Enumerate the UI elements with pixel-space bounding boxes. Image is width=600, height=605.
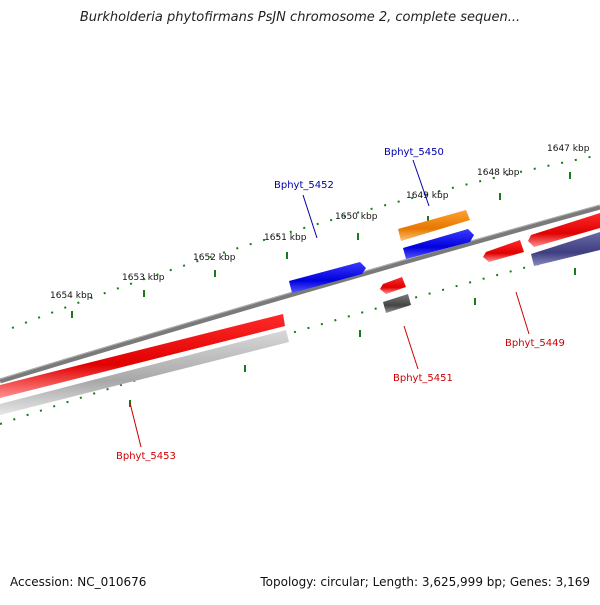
gene-feature-purple[interactable] [531,232,600,266]
callout-line [412,159,430,207]
callout-line [515,291,530,335]
gene-feature-red[interactable] [483,240,524,262]
gene-feature-dark-gray[interactable] [383,294,411,313]
gene-label[interactable]: Bphyt_5453 [116,451,176,462]
gene-label[interactable]: Bphyt_5449 [505,338,565,349]
tick-label: 1651 kbp [264,233,307,243]
gene-feature-red[interactable] [528,213,600,247]
tick-label: 1653 kbp [122,273,165,283]
gene-feature-red[interactable] [380,277,406,294]
tick-label: 1649 kbp [406,191,449,201]
gene-label[interactable]: Bphyt_5451 [393,373,453,384]
major-ticks [71,172,576,407]
callout-line [129,402,142,448]
gene-feature-blue[interactable] [403,229,474,259]
gene-feature-blue[interactable] [289,262,366,293]
gene-feature-orange[interactable] [398,210,470,241]
gene-label[interactable]: Bphyt_5450 [384,147,444,158]
map-title: Burkholderia phytofirmans PsJN chromosom… [79,10,521,25]
callout-line [403,325,419,370]
tick-label: 1647 kbp [547,144,590,154]
gene-feature-gray[interactable] [0,330,289,415]
tick-label: 1648 kbp [477,168,520,178]
chromosome-backbone [0,204,600,384]
tick-label: 1654 kbp [50,291,93,301]
callout-line [302,194,318,239]
tick-label: 1652 kbp [193,253,236,263]
accession-text: Accession: NC_010676 [10,575,147,589]
tick-label: 1650 kbp [335,212,378,222]
gene-feature-red[interactable] [0,314,285,398]
gene-label[interactable]: Bphyt_5452 [274,180,334,191]
inner-tick-track [0,247,600,425]
topology-summary: Topology: circular; Length: 3,625,999 bp… [260,575,590,589]
